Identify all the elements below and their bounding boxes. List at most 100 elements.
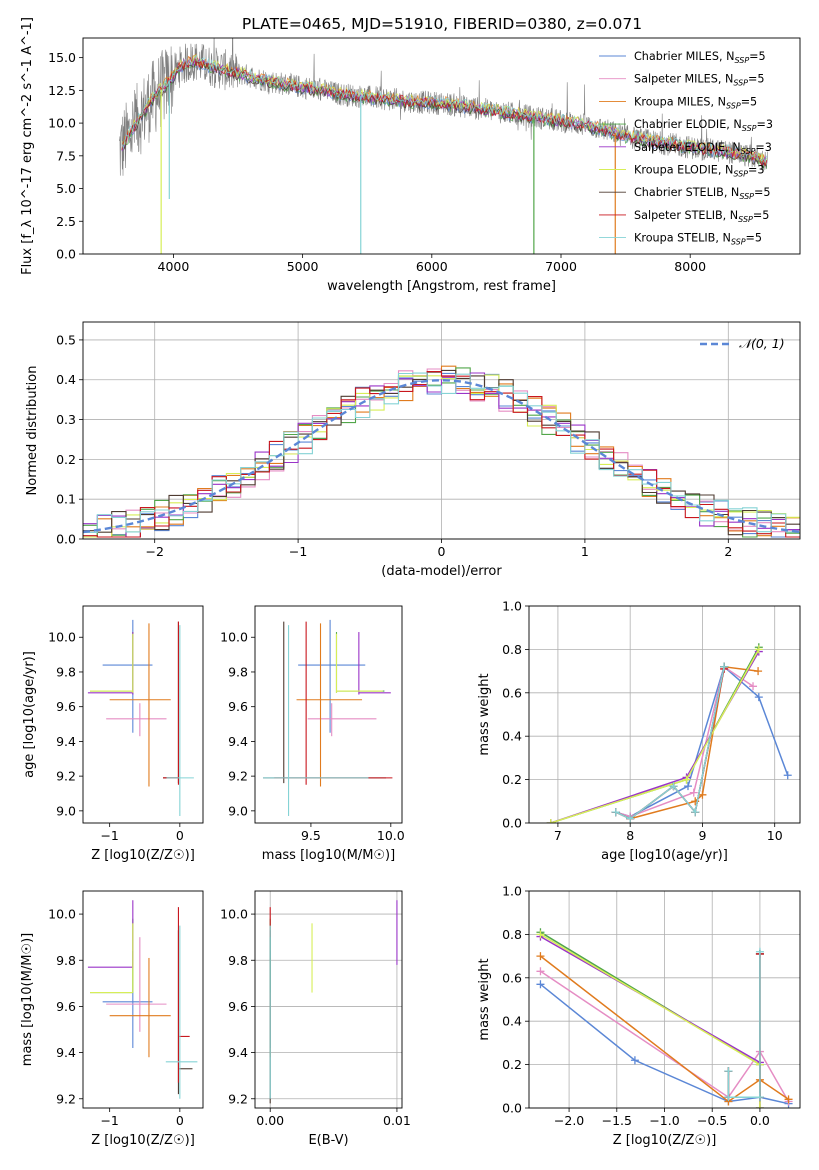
figure-title: PLATE=0465, MJD=51910, FIBERID=0380, z=0… [242,15,642,33]
errorbar-point [298,619,366,733]
y-tick-label: 9.4 [56,1045,76,1060]
x-axis-label: mass [log10(M/M☉)] [262,848,395,863]
histogram-step [83,371,800,538]
plot-area [536,928,793,1108]
x-tick-label: 0 [176,828,184,843]
plot-area [83,365,800,538]
plot-area [87,900,198,1099]
y-tick-label: 0.2 [502,772,522,787]
y-tick-label: 0.1 [56,492,76,507]
x-tick-label: 0.00 [256,1113,284,1128]
y-tick-label: 1.0 [502,599,522,614]
weight-marker [536,952,545,961]
y-tick-label: 10.0 [48,907,76,922]
y-tick-label: 9.8 [56,664,76,679]
weight-marker [682,775,691,784]
weight-marker [720,662,729,671]
legend-label: 𝒩(0, 1) [739,336,785,351]
legend-label: Kroupa STELIB, NSSP=5 [634,232,762,247]
y-tick-label: 0.6 [502,685,522,700]
y-tick-label: 0.4 [56,372,76,387]
model-spectrum [121,53,768,164]
normal-curve [83,378,800,534]
y-axis-label: mass [log10(M/M☉)] [20,933,35,1066]
y-tick-label: 10.0 [220,630,248,645]
y-tick-label: 0.0 [502,816,522,831]
y-tick-label: 0.5 [56,332,76,347]
x-axis-label: E(B-V) [308,1133,348,1148]
y-tick-label: 9.8 [228,664,248,679]
errorbar-point [90,923,134,994]
y-tick-label: 9.6 [228,699,248,714]
errorbar-point [358,632,391,695]
y-tick-label: 0.2 [502,1057,522,1072]
chart-mass_vs_Z: −1 0 9.2 9.4 9.6 9.8 10.0 Z [log10(Z/Z☉)] mass [… [20,890,204,1148]
weight-marker [749,682,758,691]
weight-marker [784,1095,793,1104]
y-tick-label: 9.4 [56,734,76,749]
y-tick-label: 10.0 [220,907,248,922]
weight-marker [611,808,620,817]
errorbar-point [262,625,369,817]
y-tick-label: 0.4 [502,729,522,744]
y-tick-label: 0.6 [502,970,522,985]
y-axis-label: Normed distribution [25,366,40,496]
y-tick-label: 9.4 [228,734,248,749]
x-axis-label: Z [log10(Z/Z☉)] [91,848,195,863]
legend-label: Chabrier MILES, NSSP=5 [634,50,766,65]
axes-frame [82,605,204,824]
x-axis-label: Z [log10(Z/Z☉)] [91,1133,195,1148]
x-tick-label: 4000 [158,259,190,274]
weight-marker [724,1067,733,1076]
plot-area [118,38,768,254]
x-tick-label: 9.5 [301,828,321,843]
x-tick-label: 10 [767,828,783,843]
x-tick-label: 6000 [416,259,448,274]
y-axis-label: Flux [f_λ 10^-17 erg cm^-2 s^-1 A^-1] [20,17,35,275]
weight-marker [536,930,545,939]
x-tick-label: 8000 [674,259,706,274]
y-tick-label: 2.5 [56,214,76,229]
errorbar-point [335,633,383,693]
x-tick-label: 7 [554,828,562,843]
weight-marker [536,980,545,989]
y-tick-label: 9.2 [228,1091,248,1106]
axes-frame [254,605,403,824]
x-tick-label: 7000 [545,259,577,274]
plot-area [269,900,398,1104]
y-tick-label: 9.4 [228,1045,248,1060]
y-tick-label: 0.2 [56,452,76,467]
errorbar-point [106,703,167,737]
weight-line [727,951,761,1098]
plot-area [87,619,194,817]
plot-area [262,619,393,817]
weight-marker [683,782,692,791]
y-tick-label: 0.0 [502,1101,522,1116]
y-tick-label: 7.5 [56,148,76,163]
weight-marker [783,771,792,780]
errorbar-point [90,633,134,693]
y-tick-label: 9.6 [56,699,76,714]
y-tick-label: 0.0 [56,532,76,547]
weight-marker [698,790,707,799]
chart-mass_vs_ebv: 0.00 0.01 9.2 9.4 9.6 9.8 10.0 E(B-V) [220,890,411,1148]
y-axis-label: mass weight [477,958,492,1040]
legend-label: Chabrier ELODIE, NSSP=3 [634,118,773,133]
y-tick-label: 0.4 [502,1014,522,1029]
histogram-step [83,372,800,533]
x-tick-label: 9 [698,828,706,843]
weight-marker [669,782,678,791]
weight-marker [755,1104,764,1108]
weight-marker [724,1093,733,1102]
y-tick-label: 9.6 [56,999,76,1014]
x-tick-label: −2 [145,544,163,559]
x-tick-label: 1 [581,544,589,559]
x-tick-label: 2 [724,544,732,559]
axes-frame [254,890,403,1109]
x-tick-label: −0.5 [697,1113,727,1128]
y-axis-label: age [log10(age/yr)] [22,651,37,778]
errorbar-point [296,623,363,787]
axes-frame [82,37,801,255]
chart-residuals: −2 −1 0 1 2 0.0 0.1 0.2 0.3 0.4 0.5 (data-model)/er… [25,321,801,579]
y-tick-label: 9.8 [56,953,76,968]
